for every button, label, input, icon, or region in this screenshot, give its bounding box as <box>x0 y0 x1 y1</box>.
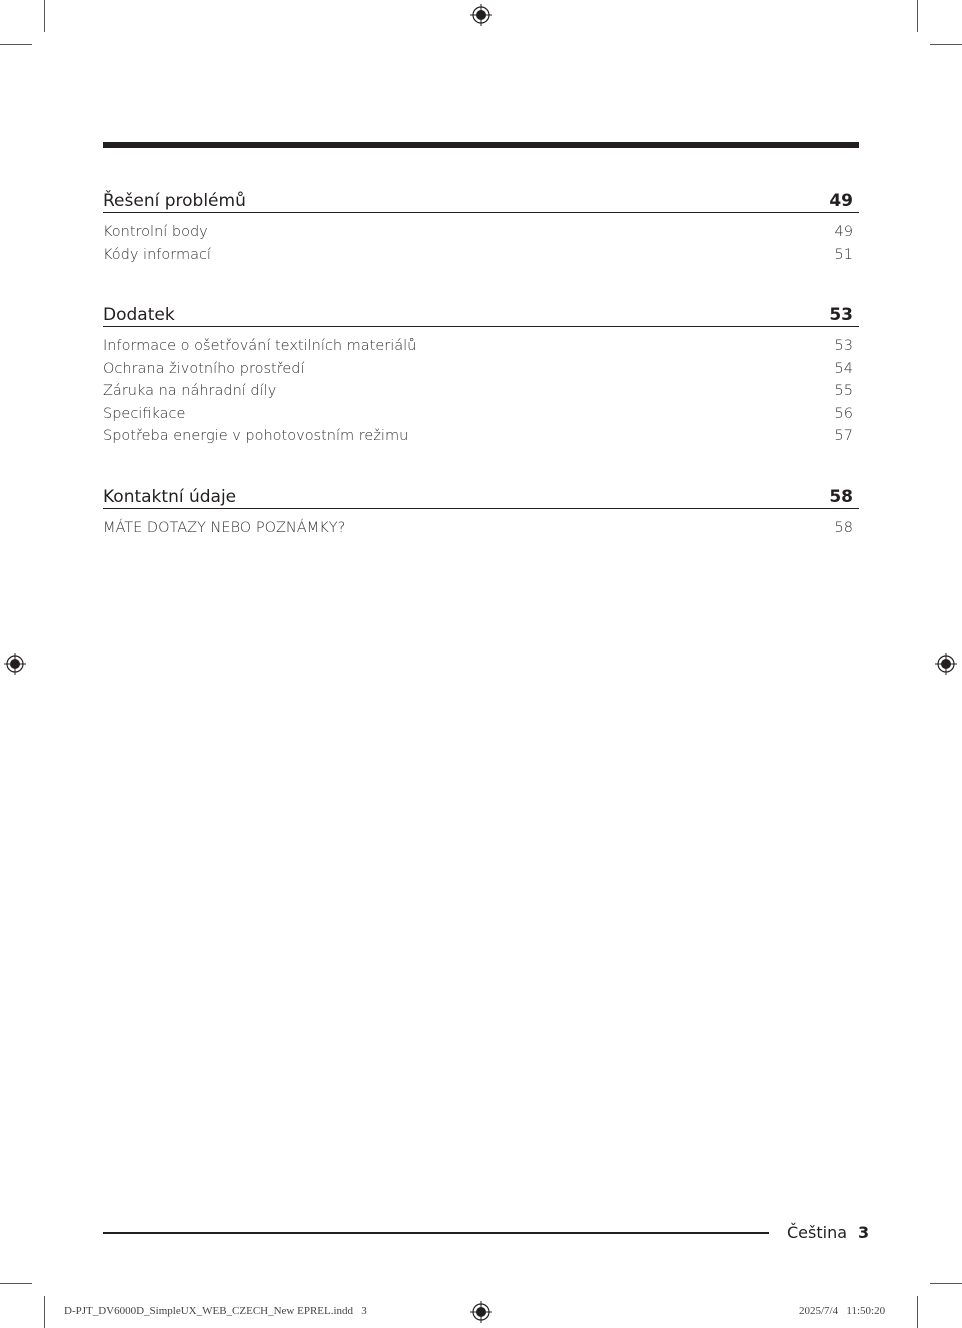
toc-item-page: 55 <box>834 383 853 399</box>
section-title: Dodatek <box>103 305 175 325</box>
toc-item-page: 53 <box>834 338 853 354</box>
toc-item-page: 51 <box>834 246 853 263</box>
toc-item: Specifikace 56 <box>103 403 859 426</box>
toc-item-page: 49 <box>834 224 853 240</box>
crop-mark <box>930 44 962 45</box>
section-title: Řešení problémů <box>103 191 246 211</box>
toc-item: Ochrana životního prostředí 54 <box>103 358 859 381</box>
toc-section: Řešení problémů 49 Kontrolní body 49 Kódy… <box>103 189 859 266</box>
crop-mark <box>44 1296 45 1328</box>
section-title: Kontaktní údaje <box>103 487 237 507</box>
toc-item-label: Ochrana životního prostředí <box>103 360 305 377</box>
crop-mark <box>0 1283 32 1284</box>
toc-item-label: Spotřeba energie v pohotovostním režimu <box>103 428 409 444</box>
crop-mark <box>917 1296 918 1328</box>
toc-item-page: 57 <box>834 428 853 444</box>
toc-item-label: Kódy informací <box>103 246 211 263</box>
toc-item-label: Záruka na náhradní díly <box>103 383 277 399</box>
toc-item-page: 54 <box>834 360 853 377</box>
toc-item-label: Specifikace <box>103 405 186 422</box>
toc-item: MÁTE DOTAZY NEBO POZNÁMKY? 58 <box>103 517 859 540</box>
footer-language: Čeština <box>787 1223 848 1242</box>
toc-item: Spotřeba energie v pohotovostním režimu 5… <box>103 425 859 448</box>
crop-mark <box>44 0 45 32</box>
slug-filename: D-PJT_DV6000D_SimpleUX_WEB_CZECH_New EPR… <box>64 1305 367 1317</box>
section-page: 49 <box>829 191 853 211</box>
toc-item-label: Kontrolní body <box>103 224 208 240</box>
section-heading: Dodatek 53 <box>103 303 859 327</box>
toc-section: Kontaktní údaje 58 MÁTE DOTAZY NEBO POZN… <box>103 485 859 540</box>
registration-mark-icon <box>470 1301 492 1323</box>
toc-item-page: 56 <box>834 405 853 422</box>
section-page: 58 <box>829 487 853 507</box>
header-bar <box>103 142 859 148</box>
crop-mark <box>0 44 32 45</box>
page-number: 3 <box>858 1223 870 1242</box>
slug-datetime: 2025/7/4 11:50:20 <box>799 1305 886 1317</box>
section-heading: Kontaktní údaje 58 <box>103 485 859 509</box>
section-page: 53 <box>829 305 853 325</box>
toc-section: Dodatek 53 Informace o ošetřování textil… <box>103 303 859 448</box>
toc-item-label: MÁTE DOTAZY NEBO POZNÁMKY? <box>103 520 346 536</box>
toc-item: Záruka na náhradní díly 55 <box>103 380 859 403</box>
toc-item-page: 58 <box>834 520 853 536</box>
crop-mark <box>930 1283 962 1284</box>
crop-mark <box>917 0 918 32</box>
registration-mark-icon <box>935 653 957 675</box>
toc-item: Kontrolní body 49 <box>103 221 859 244</box>
registration-mark-icon <box>4 653 26 675</box>
toc-item: Informace o ošetřování textilních materi… <box>103 335 859 358</box>
toc-item: Kódy informací 51 <box>103 244 859 267</box>
footer-rule <box>103 1232 769 1234</box>
registration-mark-icon <box>470 4 492 26</box>
section-heading: Řešení problémů 49 <box>103 189 859 213</box>
toc-item-label: Informace o ošetřování textilních materi… <box>103 338 417 354</box>
